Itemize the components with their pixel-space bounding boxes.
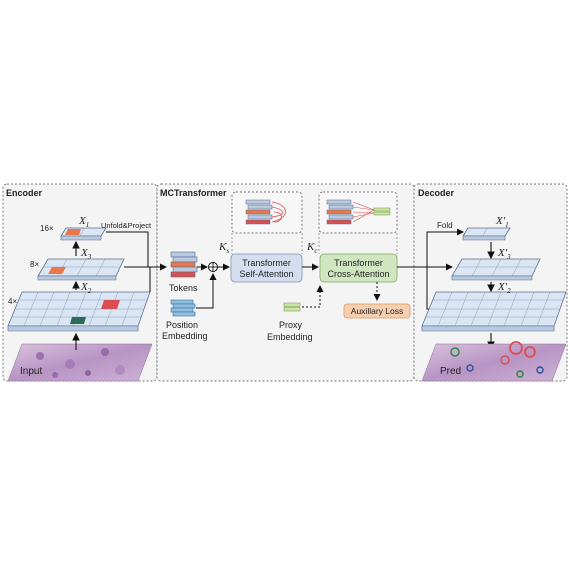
- decoder-title: Decoder: [418, 188, 455, 198]
- self-attention-block: Transformer Self-Attention: [230, 253, 303, 283]
- x3p-label: X′3: [497, 247, 511, 261]
- encoder-title: Encoder: [6, 188, 43, 198]
- position-embedding-stack: [170, 299, 196, 317]
- scale-16x: 16×: [40, 224, 54, 233]
- encoder-grid-16x: [60, 227, 107, 241]
- encoder-grid-8x: [37, 258, 125, 281]
- prediction-image: [421, 341, 567, 382]
- proxy-label-1: Proxy: [279, 320, 303, 330]
- decoder-grid-4x: [421, 291, 567, 332]
- encoder-grid-4x: [7, 291, 151, 332]
- svg-text:Transformer: Transformer: [334, 258, 383, 268]
- input-label: Input: [20, 366, 42, 377]
- kc-label: Kc: [306, 241, 318, 255]
- input-image: [7, 343, 153, 382]
- cross-attention-detail: [318, 191, 398, 234]
- pred-label: Pred: [440, 366, 461, 377]
- x1-label: X1: [78, 215, 89, 229]
- svg-text:Transformer: Transformer: [242, 258, 291, 268]
- proxy-embedding-stack: [283, 302, 301, 312]
- proxy-label-2: Embedding: [267, 332, 313, 342]
- svg-text:Auxillary Loss: Auxillary Loss: [351, 306, 403, 316]
- tokens-stack: [170, 251, 198, 278]
- unfold-project-connector: [106, 231, 167, 292]
- x1p-label: X′1: [495, 215, 509, 229]
- arrow-position-to-add: [196, 273, 217, 309]
- arrow-proxy-to-cross: [302, 285, 324, 308]
- decoder-grid-16x: [462, 227, 511, 241]
- x3-label: X3: [80, 247, 92, 261]
- mctransformer-title: MCTransformer: [160, 188, 227, 198]
- decoder-grid-8x: [451, 258, 541, 281]
- ks-label: Ks: [218, 241, 229, 255]
- add-operator: [208, 262, 218, 272]
- svg-text:Self-Attention: Self-Attention: [239, 269, 293, 279]
- self-attention-detail: [231, 191, 303, 234]
- scale-8x: 8×: [30, 260, 39, 269]
- svg-text:Cross-Attention: Cross-Attention: [327, 269, 389, 279]
- position-label-1: Position: [166, 320, 198, 330]
- x2p-label: X′2: [497, 281, 511, 295]
- scale-4x: 4×: [8, 297, 17, 306]
- unfold-project-label: Unfold&Project: [101, 221, 152, 230]
- cross-attention-block: Transformer Cross-Attention: [319, 253, 398, 283]
- position-label-2: Embedding: [162, 331, 208, 341]
- tokens-label: Tokens: [169, 283, 198, 293]
- x2-label: X2: [80, 281, 92, 295]
- fold-label: Fold: [437, 221, 453, 230]
- auxiliary-loss-block: Auxillary Loss: [343, 303, 411, 319]
